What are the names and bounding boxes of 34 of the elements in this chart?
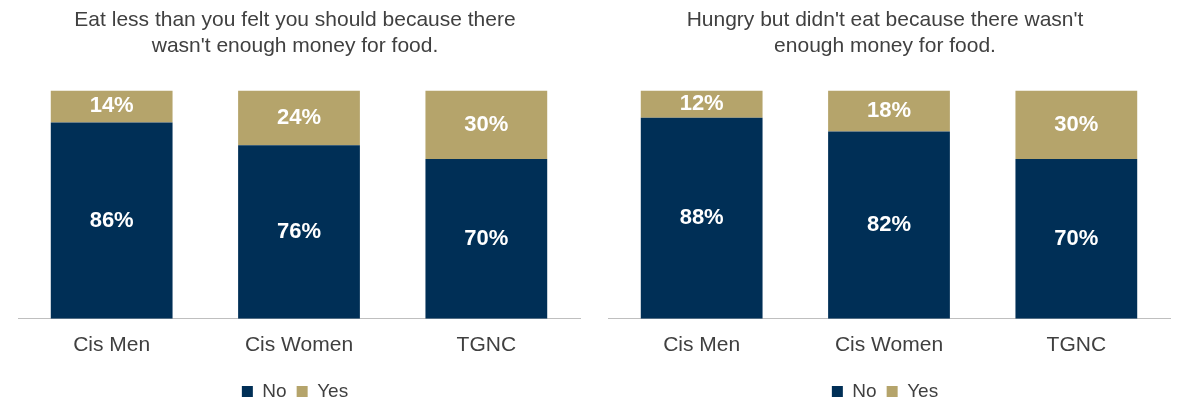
- x-tick-label: Cis Men: [663, 332, 741, 356]
- x-tick-label: TGNC: [1046, 332, 1107, 356]
- bar: [238, 90, 360, 146]
- x-tick-label: Cis Men: [73, 332, 151, 356]
- bar: [1015, 158, 1138, 319]
- legend-label: Yes: [907, 379, 939, 401]
- bar: [425, 158, 548, 319]
- legend-label: No: [262, 379, 287, 401]
- data-label: 86%: [89, 206, 134, 232]
- bar: [50, 122, 173, 319]
- data-label: 88%: [679, 204, 724, 230]
- legend-label: No: [852, 379, 877, 401]
- bar: [828, 131, 950, 319]
- x-tick-label: TGNC: [456, 332, 517, 356]
- data-label: 82%: [866, 211, 912, 237]
- data-label: 30%: [464, 110, 509, 136]
- data-label: 70%: [1054, 224, 1099, 250]
- data-label: 30%: [1054, 110, 1099, 136]
- x-tick-label: Cis Women: [834, 332, 944, 356]
- chart-title: Eat less than you felt you should because there wasn't enough money for food.: [74, 7, 516, 56]
- data-label: 12%: [679, 90, 724, 116]
- bar: [1015, 90, 1138, 159]
- data-label: 70%: [464, 224, 509, 250]
- chart-title: Hungry but didn't eat because there wasn't enough money for food.: [686, 7, 1084, 56]
- data-label: 14%: [89, 92, 134, 118]
- x-tick-label: Cis Women: [244, 332, 354, 356]
- data-label: 18%: [866, 97, 912, 123]
- bar: [828, 90, 950, 132]
- bar: [238, 145, 360, 319]
- data-label: 24%: [276, 103, 322, 129]
- legend-label: Yes: [317, 379, 349, 401]
- bar: [640, 117, 763, 319]
- bar: [425, 90, 548, 159]
- data-label: 76%: [276, 218, 322, 244]
